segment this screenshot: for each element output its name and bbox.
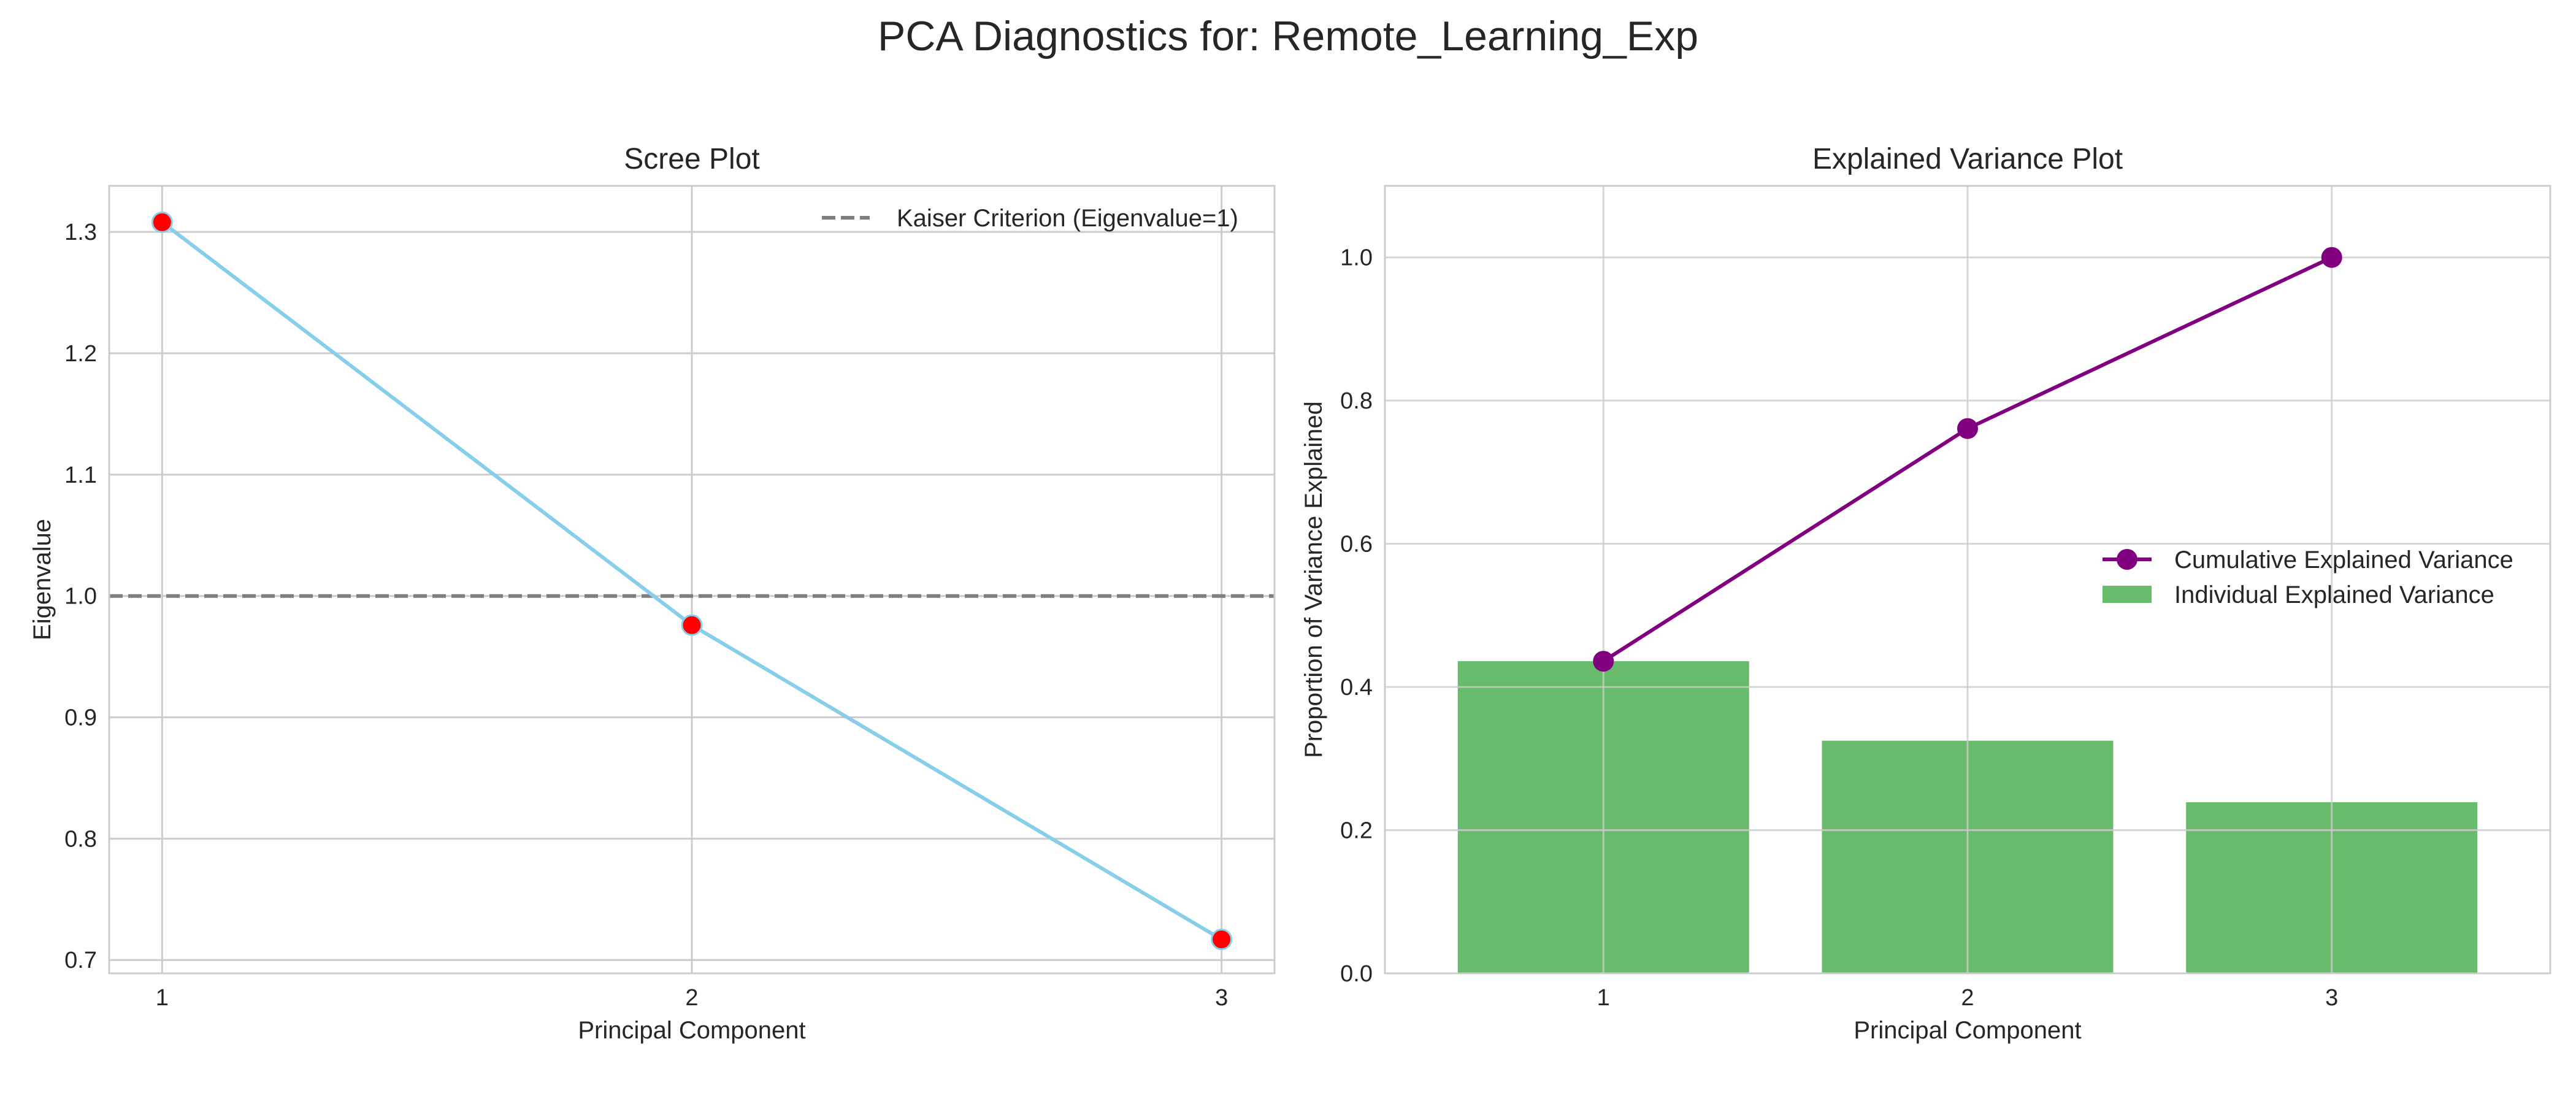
legend-cumulative-swatch-marker [2117, 549, 2137, 570]
eigenvalue-point [151, 211, 173, 233]
scree-x-tick-label: 3 [1215, 985, 1228, 1011]
ev-y-tick-label: 1.0 [1340, 245, 1373, 271]
scree-y-tick-label: 0.8 [64, 826, 97, 852]
scree-plot-area [109, 211, 1275, 951]
scree-legend-kaiser-label: Kaiser Criterion (Eigenvalue=1) [897, 205, 1238, 232]
eigenvalue-point [681, 614, 703, 636]
explained-variance-title: Explained Variance Plot [1812, 143, 2123, 175]
ev-y-tick-label: 0.6 [1340, 532, 1373, 558]
ev-y-tick-label: 0.2 [1340, 818, 1373, 844]
cumulative-variance-point [1957, 418, 1978, 439]
scree-y-tick-label: 0.7 [64, 948, 97, 973]
explained-variance-plot-area [1593, 247, 2342, 672]
scree-x-tick-label: 2 [685, 985, 698, 1011]
explained-variance-frame [1384, 185, 2551, 975]
scree-plot-title: Scree Plot [624, 143, 759, 175]
scree-x-tick-label: 1 [156, 985, 169, 1011]
scree-plot-panel: 1 2 3 0.7 0.8 0.9 1.0 1.1 1.2 1.3 Scree Plot Prin… [29, 143, 1276, 1044]
cumulative-variance-point [2321, 247, 2342, 268]
legend-individual-swatch [2103, 586, 2152, 603]
scree-x-axis-label: Principal Component [578, 1017, 805, 1044]
scree-y-tick-label: 0.9 [64, 705, 97, 731]
explained-variance-grid [1385, 186, 2550, 975]
scree-y-tick-label: 1.2 [64, 341, 97, 367]
ev-x-tick-label: 3 [2325, 985, 2338, 1011]
scree-y-tick-label: 1.0 [64, 584, 97, 610]
ev-y-tick-label: 0.0 [1340, 961, 1373, 987]
legend-cumulative-label: Cumulative Explained Variance [2174, 546, 2513, 573]
scree-plot-frame [108, 185, 1276, 975]
explained-variance-tick-labels: 1 2 3 0.0 0.2 0.4 0.6 0.8 1.0 [1340, 245, 2338, 1011]
scree-y-tick-label: 1.3 [64, 220, 97, 245]
scree-tick-labels: 1 2 3 0.7 0.8 0.9 1.0 1.1 1.2 1.3 [64, 220, 1228, 1011]
explained-variance-y-axis-label: Proportion of Variance Explained [1300, 401, 1327, 758]
figure-title: PCA Diagnostics for: Remote_Learning_Exp [878, 13, 1698, 59]
scree-y-tick-label: 1.1 [64, 462, 97, 488]
explained-variance-x-axis-label: Principal Component [1853, 1017, 2081, 1044]
cumulative-variance-point [1593, 651, 1614, 672]
ev-x-tick-label: 1 [1597, 985, 1610, 1011]
legend-individual-label: Individual Explained Variance [2174, 581, 2494, 608]
explained-variance-legend: Cumulative Explained Variance Individual… [2103, 546, 2513, 608]
scree-legend: Kaiser Criterion (Eigenvalue=1) [822, 205, 1238, 232]
scree-y-axis-label: Eigenvalue [29, 519, 56, 640]
ev-x-tick-label: 2 [1961, 985, 1974, 1011]
ev-y-tick-label: 0.8 [1340, 388, 1373, 414]
ev-y-tick-label: 0.4 [1340, 675, 1373, 700]
explained-variance-panel: 1 2 3 0.0 0.2 0.4 0.6 0.8 1.0 Explained Variance… [1300, 143, 2551, 1044]
eigenvalue-point [1211, 929, 1233, 951]
